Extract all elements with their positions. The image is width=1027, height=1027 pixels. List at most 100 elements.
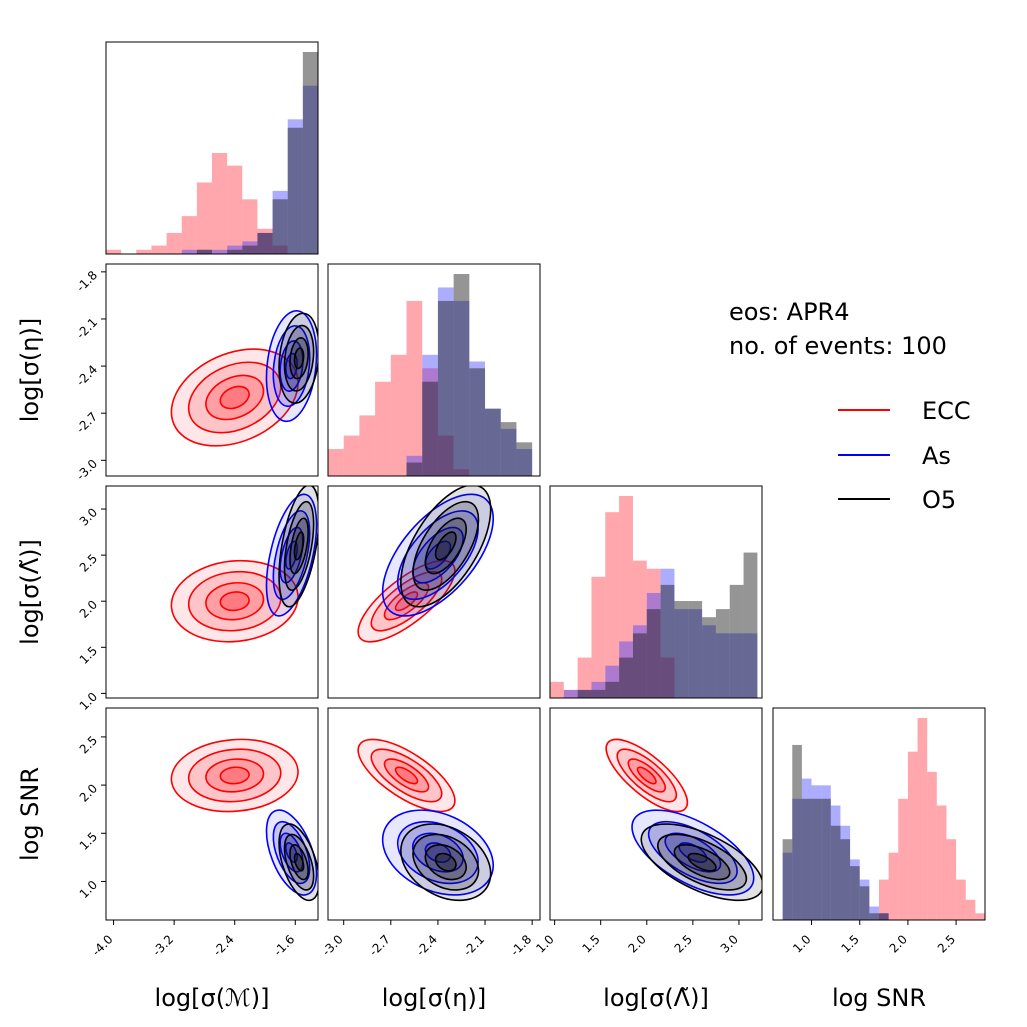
y-tick-label-sigma-lambda-3: 1.5 [77, 644, 100, 667]
hist-bar-as-sigma-lambda-3 [591, 681, 606, 698]
x-tick-label-snr-0: 1.0 [790, 932, 813, 955]
hist-bar-o5-sigma-lambda-12 [715, 609, 730, 698]
contour-as-snr-vs-sigma-lambda-0 [631, 809, 755, 896]
hist-bar-as-sigma-eta-9 [469, 361, 486, 476]
contour-o5-sigma-lambda-vs-sigma-mc-0 [278, 486, 318, 608]
density-panel-snr-vs-sigma-eta [327, 707, 541, 921]
x-tick-label-sigma-mc-1: -3.2 [150, 932, 176, 958]
hist-bar-as-sigma-lambda-9 [674, 609, 689, 698]
hist-bar-as-sigma-lambda-8 [660, 568, 675, 698]
y-tick-label-sigma-eta-0: -1.8 [74, 268, 100, 294]
x-tick-label-sigma-lambda-2: 2.0 [626, 932, 649, 955]
x-tick-label-sigma-lambda-0: 1.0 [533, 932, 556, 955]
hist-bar-as-snr-1 [782, 852, 793, 920]
contour-ecc-snr-vs-sigma-lambda-1 [616, 748, 678, 803]
x-tick-label-sigma-mc-2: -2.4 [210, 932, 236, 958]
hist-bar-ecc-sigma-lambda-4 [605, 512, 620, 698]
contour-o5-sigma-eta-vs-sigma-mc-3 [293, 347, 305, 370]
hist-bar-o5-sigma-eta-10 [485, 408, 501, 476]
density-frame-sigma-eta-vs-sigma-mc [105, 263, 319, 477]
contour-as-snr-vs-sigma-lambda-2 [664, 832, 722, 873]
hist-bar-as-snr-6 [830, 805, 841, 920]
x-tick-label-snr-1: 1.5 [838, 932, 861, 955]
y-axis-snr: 2.5 2.0 1.5 1.0 log SNR [16, 733, 106, 901]
hist-bar-ecc-sigma-mc-4 [166, 232, 182, 254]
x-axis-sigma-lambda: 1.0 1.5 2.0 2.5 3.0 log[σ(Λ̃)] [533, 920, 741, 1012]
hist-bar-ecc-sigma-mc-5 [181, 216, 197, 254]
x-axis-label-sigma-mc: log[σ(ℳ)] [155, 984, 270, 1012]
hist-frame-sigma-mc [105, 41, 319, 255]
density-frame-sigma-lambda-vs-sigma-mc [105, 485, 319, 699]
hist-bar-as-sigma-mc-8 [227, 245, 243, 254]
hist-bar-o5-snr-11 [879, 913, 889, 920]
hist-bar-as-snr-3 [801, 778, 812, 920]
contour-ecc-sigma-eta-vs-sigma-mc-3 [219, 385, 250, 410]
hist-bar-o5-sigma-mc-8 [227, 249, 243, 254]
hist-bar-ecc-sigma-mc-2 [136, 249, 152, 254]
hist-bar-o5-sigma-lambda-13 [729, 584, 744, 698]
legend-label-ecc: ECC [922, 397, 971, 425]
contour-o5-sigma-lambda-vs-sigma-eta-3 [434, 531, 457, 561]
hist-bar-as-sigma-lambda-11 [702, 625, 716, 698]
hist-bar-as-sigma-mc-11 [272, 190, 288, 254]
contour-o5-snr-vs-sigma-eta-2 [424, 844, 467, 881]
contour-as-snr-vs-sigma-lambda-1 [647, 820, 738, 885]
contour-o5-snr-vs-sigma-mc-1 [283, 833, 315, 891]
hist-bar-o5-sigma-mc-9 [242, 245, 258, 254]
density-frame-snr-vs-sigma-eta [327, 707, 541, 921]
hist-bar-as-sigma-mc-6 [196, 249, 212, 254]
legend-label-as: As [922, 442, 951, 470]
contour-ecc-snr-vs-sigma-eta-2 [383, 758, 430, 793]
y-tick-label-sigma-eta-1: -2.1 [74, 315, 100, 341]
hist-bar-as-sigma-mc-13 [302, 85, 318, 255]
contour-ecc-snr-vs-sigma-mc-1 [187, 748, 282, 803]
hist-bar-o5-sigma-lambda-14 [743, 552, 758, 698]
hist-bar-ecc-snr-11 [879, 879, 889, 920]
hist-bar-o5-sigma-eta-6 [422, 381, 438, 476]
contour-ecc-snr-vs-sigma-lambda-3 [636, 766, 657, 785]
hist-bar-as-sigma-mc-7 [212, 249, 228, 254]
hist-bar-o5-sigma-mc-13 [302, 52, 318, 254]
hist-bar-o5-sigma-eta-7 [437, 300, 454, 476]
density-frame-snr-vs-sigma-mc [105, 707, 319, 921]
contour-ecc-snr-vs-sigma-eta-1 [370, 748, 443, 803]
hist-bar-o5-sigma-lambda-11 [702, 617, 716, 698]
y-tick-label-sigma-lambda-4: 1.0 [77, 690, 100, 713]
x-tick-label-sigma-mc-3: -1.6 [271, 932, 297, 958]
hist-bar-as-sigma-eta-12 [516, 449, 533, 476]
contour-as-sigma-lambda-vs-sigma-eta-3 [424, 540, 452, 570]
y-tick-label-snr-2: 1.5 [77, 829, 100, 852]
hist-bar-o5-sigma-mc-12 [287, 127, 303, 254]
hist-bar-as-sigma-eta-6 [422, 354, 438, 476]
hist-bar-o5-sigma-lambda-4 [605, 681, 620, 698]
y-axis-sigma-eta: -1.8 -2.1 -2.4 -2.7 -3.0 log[σ(η)] [16, 268, 106, 483]
hist-bar-ecc-sigma-lambda-5 [619, 496, 633, 698]
contour-o5-snr-vs-sigma-eta-0 [400, 823, 492, 902]
hist-bar-ecc-sigma-lambda-7 [646, 568, 661, 698]
density-panel-snr-vs-sigma-mc [105, 707, 319, 921]
hist-bar-o5-snr-6 [830, 825, 841, 920]
contour-o5-sigma-eta-vs-sigma-mc-2 [289, 337, 309, 380]
hist-bar-ecc-sigma-lambda-8 [660, 657, 675, 698]
hist-bar-o5-sigma-lambda-9 [674, 601, 689, 698]
y-tick-label-sigma-eta-2: -2.4 [74, 362, 100, 388]
hist-bar-ecc-sigma-mc-6 [196, 182, 212, 254]
hist-bar-ecc-sigma-lambda-2 [577, 657, 592, 698]
hist-bar-ecc-snr-20 [965, 899, 976, 920]
hist-bar-as-sigma-eta-5 [406, 455, 423, 476]
x-tick-label-sigma-eta-2: -2.4 [414, 932, 440, 958]
hist-bar-ecc-sigma-mc-11 [272, 245, 288, 254]
hist-bar-ecc-sigma-mc-10 [257, 228, 273, 254]
hist-bar-as-sigma-lambda-14 [743, 633, 758, 698]
hist-bar-as-sigma-mc-10 [257, 232, 273, 254]
contour-ecc-sigma-lambda-vs-sigma-mc-2 [205, 581, 265, 621]
hist-bar-ecc-sigma-lambda-6 [632, 560, 647, 698]
hist-bar-ecc-sigma-eta-8 [453, 469, 470, 476]
hist-bar-ecc-sigma-lambda-0 [550, 681, 564, 698]
x-tick-label-sigma-eta-4: -1.8 [508, 932, 534, 958]
contour-o5-snr-vs-sigma-eta-3 [434, 852, 457, 872]
hist-bar-ecc-snr-15 [917, 718, 928, 920]
hist-bar-as-snr-11 [879, 913, 889, 920]
y-axis-label-snr: log SNR [16, 767, 44, 861]
hist-bar-o5-sigma-mc-11 [272, 199, 288, 254]
